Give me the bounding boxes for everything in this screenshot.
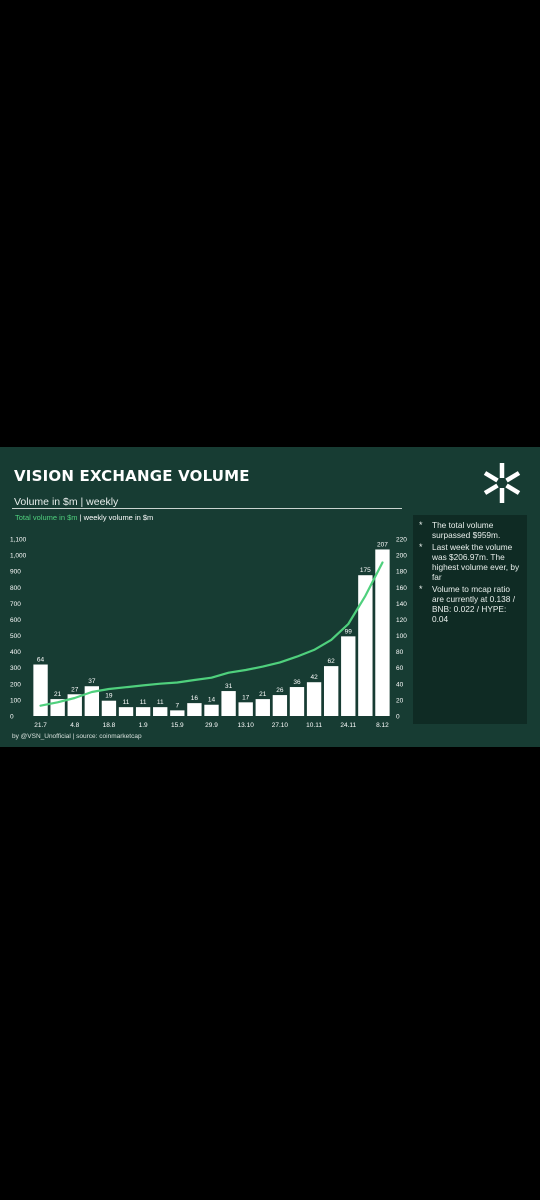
weekly-volume-bar [255,699,270,716]
asterisk-bullet-icon: * [419,520,423,530]
x-axis-tick-label: 29.9 [205,722,218,729]
bar-data-label: 14 [208,697,216,704]
note-text: Volume to mcap ratio are currently at 0.… [432,584,516,624]
right-axis-tick-label: 160 [396,585,407,592]
weekly-volume-bar [358,575,373,716]
bar-data-label: 7 [175,702,179,709]
left-axis-tick-label: 500 [10,633,21,640]
chart-title: VISION EXCHANGE VOLUME [14,467,250,485]
x-axis-tick-label: 27.10 [272,722,289,729]
right-axis-tick-label: 0 [396,714,400,721]
weekly-volume-bar [118,707,134,716]
left-axis-tick-label: 900 [10,569,21,576]
right-axis-tick-label: 220 [396,537,407,544]
left-axis-tick-label: 700 [10,601,21,608]
bar-data-label: 17 [242,694,250,701]
weekly-volume-bar [153,707,168,716]
right-axis-tick-label: 40 [396,681,404,688]
volume-chart: 0 100 200 300 400 500 600 700 800 900 1,000 1,100 0 2… [10,537,407,730]
weekly-volume-bar [375,549,390,716]
legend-total-volume: Total volume in $m [15,513,78,522]
asterisk-bullet-icon: * [419,542,423,552]
x-axis-tick-label: 13.10 [238,722,255,729]
notes-panel: * The total volume surpassed $959m. * Last… [413,515,527,724]
legend-separator: | [79,513,82,522]
bar-data-label: 99 [345,628,353,635]
weekly-volume-bar [272,695,288,716]
right-axis-tick-label: 180 [396,569,407,576]
weekly-volume-bar [170,710,185,716]
bar-data-label: 11 [157,699,164,706]
x-axis-tick-label: 10.11 [306,722,322,729]
weekly-volume-bar [238,702,253,716]
bar-data-label: 62 [328,658,336,665]
right-axis-tick-label: 120 [396,617,407,624]
weekly-volume-bar [221,691,236,716]
weekly-volume-bar [204,704,219,716]
bar-data-label: 31 [225,683,233,690]
weekly-volume-bar [323,666,339,716]
left-axis-tick-label: 800 [10,585,21,592]
note-item: * Volume to mcap ratio are currently at 0… [419,584,521,624]
left-axis-tick-label: 200 [10,681,21,688]
title-divider [12,508,402,509]
left-axis-tick-label: 100 [10,697,21,704]
x-axis-tick-label: 4.8 [70,722,79,729]
weekly-volume-bar [33,664,48,716]
weekly-volume-bar [289,687,305,716]
chart-card: VISION EXCHANGE VOLUME Volume in $m | we… [0,447,540,747]
left-axis-tick-label: 1,000 [10,553,27,560]
left-axis-tick-label: 1,100 [10,537,27,544]
right-axis-tick-label: 80 [396,649,404,656]
weekly-volume-bar [341,636,356,716]
bar-data-label: 36 [293,679,301,686]
bar-data-label: 11 [123,699,130,706]
note-text: The total volume surpassed $959m. [432,520,501,540]
right-axis-tick-label: 140 [396,601,407,608]
bar-data-label: 16 [191,695,199,702]
bar-data-label: 21 [259,691,267,698]
left-axis-tick-label: 0 [10,714,14,721]
chart-legend: Total volume in $m | weekly volume in $m [15,513,153,522]
legend-weekly-volume: weekly volume in $m [83,513,154,522]
note-text: Last week the volume was $206.97m. The h… [432,542,520,582]
bar-data-label: 19 [105,693,113,700]
total-volume-line [39,561,384,707]
x-axis-tick-label: 18.8 [103,722,116,729]
weekly-volume-bar [135,707,151,716]
bar-data-label: 175 [360,567,371,574]
left-axis-tick-label: 400 [10,649,21,656]
bar-data-label: 37 [88,678,96,685]
weekly-volume-bar [187,703,202,716]
left-axis-tick-label: 300 [10,665,21,672]
bar-data-label: 42 [310,674,318,681]
right-axis-tick-label: 200 [396,553,407,560]
weekly-volume-bar [306,682,322,716]
source-credit: by @VSN_Unofficial | source: coinmarketc… [12,733,142,740]
vision-star-logo-icon [483,463,521,503]
bar-data-label: 11 [140,699,147,706]
chart-subtitle: Volume in $m | weekly [14,496,119,508]
bar-data-label: 27 [71,686,79,693]
x-axis-tick-label: 15.9 [171,722,184,729]
bar-data-label: 21 [54,691,62,698]
asterisk-bullet-icon: * [419,584,423,594]
weekly-volume-bar [101,700,117,716]
notes-list: * The total volume surpassed $959m. * Last… [413,515,527,624]
x-axis-tick-label: 24.11 [340,722,356,729]
right-axis-tick-label: 20 [396,697,404,704]
x-axis-tick-label: 1.9 [139,722,148,729]
note-item: * The total volume surpassed $959m. [419,520,521,540]
x-axis-tick-label: 8.12 [376,722,389,729]
bar-data-label: 207 [377,541,388,548]
bar-data-label: 64 [37,657,45,664]
bar-data-label: 26 [276,687,284,694]
note-item: * Last week the volume was $206.97m. The … [419,542,521,582]
right-axis-tick-label: 60 [396,665,404,672]
left-axis-tick-label: 600 [10,617,21,624]
right-axis-tick-label: 100 [396,633,407,640]
x-axis-tick-label: 21.7 [34,722,47,729]
